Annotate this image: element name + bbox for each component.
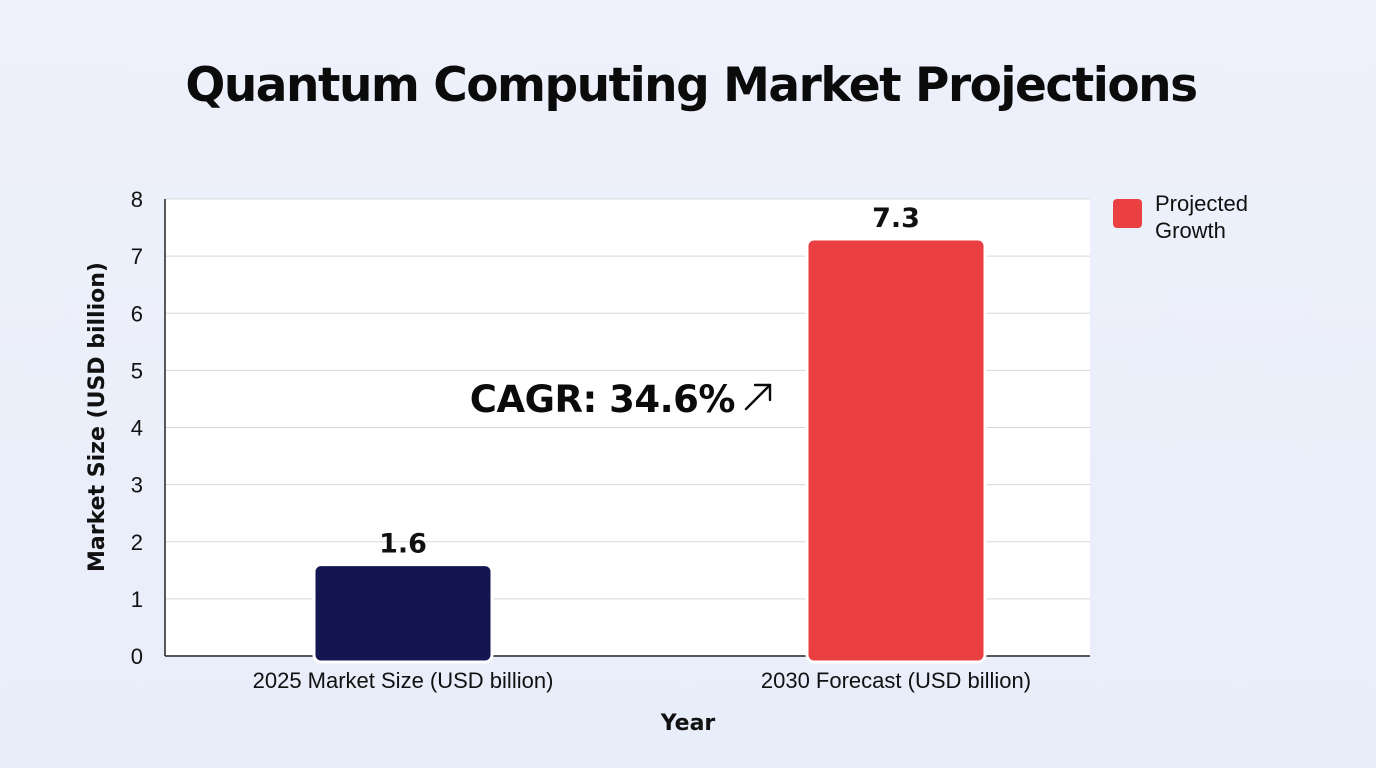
bar: [805, 237, 987, 664]
legend: Projected Growth: [1113, 190, 1275, 244]
cagr-annotation: CAGR: 34.6%: [470, 378, 735, 421]
y-axis-ticks: 0 1 2 3 4 5 6 7 8: [131, 187, 143, 669]
y-tick-label: 0: [131, 644, 143, 669]
bar-value-label: 7.3: [872, 203, 920, 234]
y-tick-label: 6: [131, 301, 143, 326]
legend-swatch: [1113, 199, 1142, 228]
x-tick-label: 2025 Market Size (USD billion): [253, 668, 554, 693]
chart-title: Quantum Computing Market Projections: [185, 58, 1198, 113]
y-tick-label: 8: [131, 187, 143, 212]
y-tick-label: 5: [131, 358, 143, 383]
x-tick-label: 2030 Forecast (USD billion): [761, 668, 1031, 693]
bar-value-label: 1.6: [379, 529, 427, 560]
y-tick-label: 4: [131, 416, 143, 441]
value-labels: 1.6 7.3: [379, 203, 920, 560]
y-axis-title: Market Size (USD billion): [85, 262, 110, 572]
y-tick-label: 1: [131, 587, 143, 612]
x-axis-title: Year: [660, 711, 716, 736]
arrow-up-right-icon: [744, 383, 772, 411]
y-tick-label: 7: [131, 244, 143, 269]
bar: [312, 563, 494, 664]
y-tick-label: 3: [131, 473, 143, 498]
bars: [312, 237, 987, 664]
y-tick-label: 2: [131, 530, 143, 555]
legend-label: Projected Growth: [1155, 191, 1248, 243]
x-axis-categories: 2025 Market Size (USD billion) 2030 Forec…: [253, 668, 1032, 693]
